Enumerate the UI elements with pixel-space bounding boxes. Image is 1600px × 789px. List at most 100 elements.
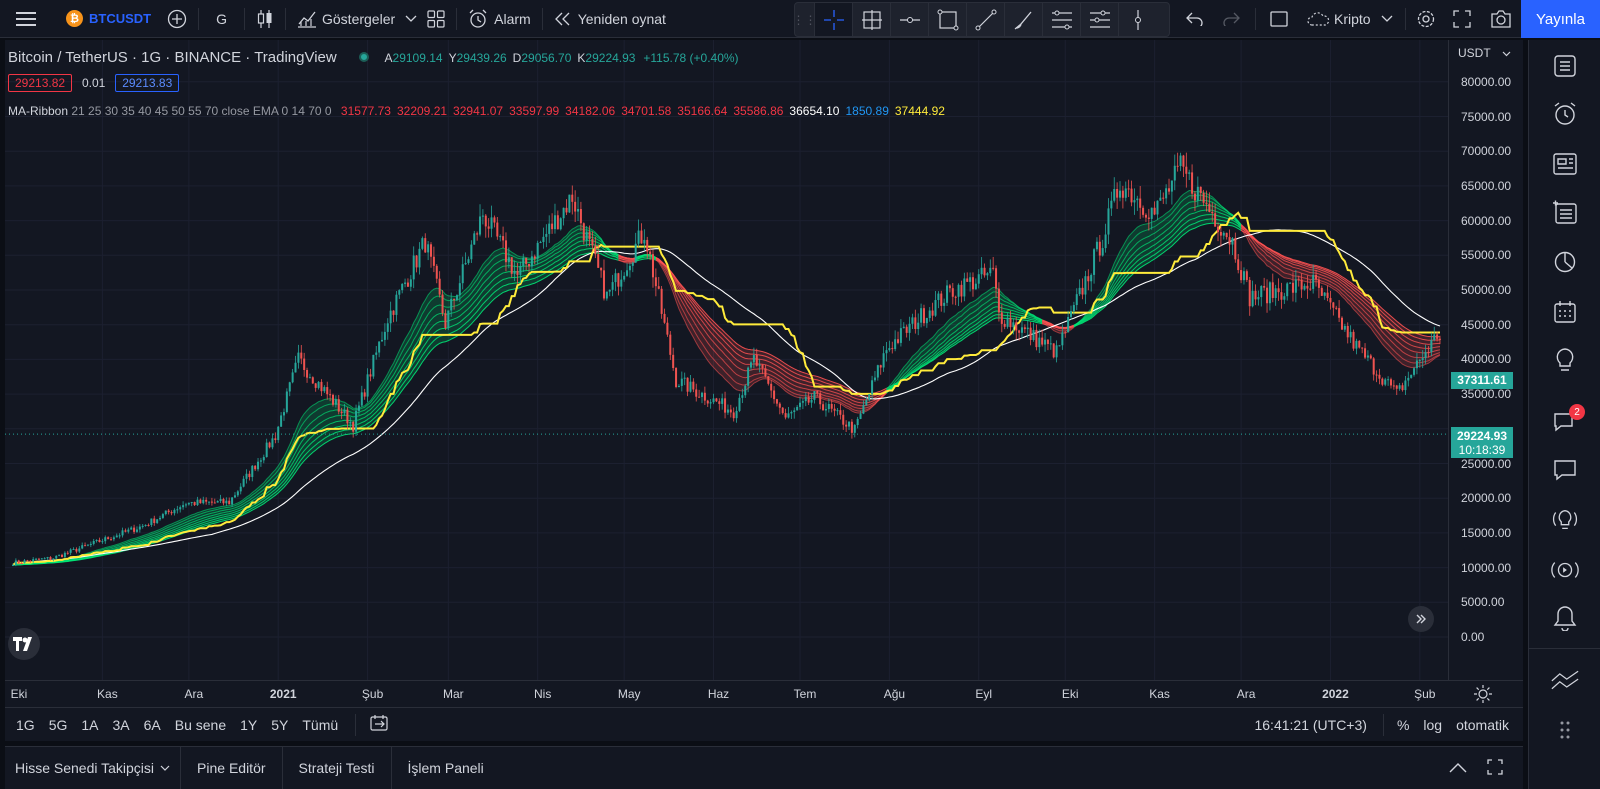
sell-price-button[interactable]: 29213.82 — [8, 74, 73, 92]
candle-body — [401, 283, 404, 291]
tradingview-logo[interactable] — [8, 628, 40, 660]
divider — [285, 7, 286, 30]
chats-button[interactable]: 2 — [1551, 404, 1585, 436]
time-tick-label: May — [617, 687, 641, 701]
indicator-legend[interactable]: MA-Ribbon 21 25 30 35 40 45 50 55 70 clo… — [8, 104, 945, 118]
time-tick-label: Haz — [707, 687, 730, 701]
scroll-to-realtime-button[interactable] — [1408, 606, 1434, 632]
tab-stock-screener[interactable]: Hisse Senedi Takipçisi — [5, 746, 182, 789]
goto-date-button[interactable] — [366, 714, 394, 735]
hotlists-button[interactable] — [1551, 248, 1579, 276]
candle-body — [1147, 217, 1150, 219]
menu-button[interactable] — [0, 0, 46, 38]
currency-selector[interactable]: USDT — [1458, 46, 1511, 60]
pitchfork-tool[interactable] — [1081, 3, 1119, 36]
candle-body — [914, 317, 917, 329]
tab-trading-panel[interactable]: İşlem Paneli — [392, 747, 500, 789]
range-button[interactable]: 5G — [48, 716, 68, 733]
candle-body — [1404, 380, 1407, 391]
axis-settings-button[interactable] — [1474, 685, 1492, 708]
layouts-dropdown[interactable] — [403, 0, 419, 38]
log-scale-toggle[interactable]: log — [1423, 716, 1443, 733]
undo-button[interactable] — [1178, 0, 1212, 38]
buy-price-button[interactable]: 29213.83 — [115, 74, 180, 92]
data-window-button[interactable] — [1551, 198, 1579, 226]
range-button[interactable]: 1Y — [240, 716, 258, 733]
publish-button[interactable]: Yayınla — [1521, 0, 1600, 38]
help-center-button[interactable] — [1551, 506, 1579, 534]
chart-pane[interactable]: Bitcoin / TetherUS · 1G · BINANCE · Trad… — [5, 40, 1448, 680]
candle-body — [464, 262, 467, 265]
tab-strategy-tester[interactable]: Strateji Testi — [283, 746, 392, 789]
settings-button[interactable] — [1408, 0, 1444, 38]
candle-body — [1101, 248, 1104, 256]
indicators-button[interactable]: Göstergeler — [289, 0, 403, 38]
range-button[interactable]: Tümü — [302, 716, 339, 733]
ema-line — [1240, 229, 1441, 369]
range-button[interactable]: 1A — [81, 716, 99, 733]
candle-body — [980, 267, 983, 275]
measure-tool[interactable] — [853, 3, 891, 36]
ideas-button[interactable] — [1551, 346, 1579, 374]
candle-body — [1133, 200, 1136, 203]
candle-body — [1242, 271, 1245, 281]
price-scale[interactable]: USDT 37311.61 29224.93 10:18:39 80000.00… — [1448, 40, 1523, 680]
candle-body — [1136, 198, 1139, 201]
alarm-button[interactable]: Alarm — [460, 0, 539, 38]
screenshot-button[interactable] — [1482, 0, 1520, 38]
calendar-button[interactable] — [1551, 298, 1579, 326]
range-button[interactable]: 6A — [143, 716, 161, 733]
bid-ask: 29213.82 0.01 29213.83 — [8, 74, 180, 92]
symbol-description[interactable]: Bitcoin / TetherUS · 1G · BINANCE · Trad… — [8, 49, 337, 66]
rectangle-tool[interactable] — [929, 3, 967, 36]
candle-body — [424, 238, 427, 253]
messages-button[interactable] — [1551, 456, 1579, 484]
streams-button[interactable] — [1551, 556, 1579, 584]
percent-scale-toggle[interactable]: % — [1396, 716, 1410, 733]
candle-body — [346, 409, 349, 424]
interval-button[interactable]: G — [216, 10, 227, 27]
auto-scale-toggle[interactable]: otomatik — [1456, 716, 1509, 733]
price-chart[interactable] — [5, 40, 1448, 680]
market-button[interactable]: Kripto — [1298, 0, 1401, 38]
brush-tool[interactable] — [1005, 3, 1043, 36]
candle-body — [911, 317, 914, 324]
candle-body — [585, 231, 588, 241]
symbol-search[interactable]: ₿ BTCUSDT — [46, 0, 159, 38]
compare-button[interactable] — [159, 0, 195, 38]
templates-button[interactable] — [419, 0, 453, 38]
candle-body — [556, 215, 559, 230]
ribbon-fill — [13, 240, 619, 565]
crosshair-tool[interactable] — [815, 3, 853, 36]
layout-button[interactable] — [1262, 0, 1296, 38]
chart-type-button[interactable] — [248, 0, 282, 38]
horizontal-line-tool[interactable] — [891, 3, 929, 36]
news-button[interactable] — [1551, 150, 1579, 178]
tab-label: Pine Editör — [197, 760, 266, 776]
replay-button[interactable]: Yeniden oynat — [546, 0, 674, 38]
drag-handle[interactable] — [1551, 716, 1579, 744]
notifications-button[interactable] — [1551, 604, 1579, 632]
timezone-clock[interactable]: 16:41:21 (UTC+3) — [1254, 716, 1367, 733]
range-button[interactable]: 3A — [112, 716, 130, 733]
trend-line-tool[interactable] — [967, 3, 1005, 36]
vertical-line-tool[interactable] — [1119, 3, 1157, 36]
range-button[interactable]: 5Y — [271, 716, 289, 733]
range-button[interactable]: 1G — [16, 716, 35, 733]
indicator-value: 36654.10 — [789, 104, 840, 118]
candle-body — [790, 412, 793, 414]
candle-body — [17, 560, 20, 563]
fib-tool[interactable] — [1043, 3, 1081, 36]
collapse-panel-button[interactable] — [1439, 760, 1477, 776]
watchlist-button[interactable] — [1551, 52, 1579, 80]
candle-body — [1044, 339, 1047, 345]
fullscreen-button[interactable] — [1445, 0, 1479, 38]
range-button[interactable]: Bu sene — [174, 716, 227, 733]
trading-panel-button[interactable] — [1551, 666, 1579, 694]
tab-pine-editor[interactable]: Pine Editör — [181, 746, 283, 789]
drag-handle-icon[interactable]: ⋮⋮ — [793, 3, 817, 36]
time-axis[interactable]: Eki Kas Ara 2021 Şub Mar Nis May Haz Tem Ağu Eyl Eki… — [5, 680, 1523, 707]
redo-button[interactable] — [1214, 0, 1248, 38]
maximize-panel-button[interactable] — [1477, 758, 1523, 778]
alerts-button[interactable] — [1551, 100, 1579, 128]
